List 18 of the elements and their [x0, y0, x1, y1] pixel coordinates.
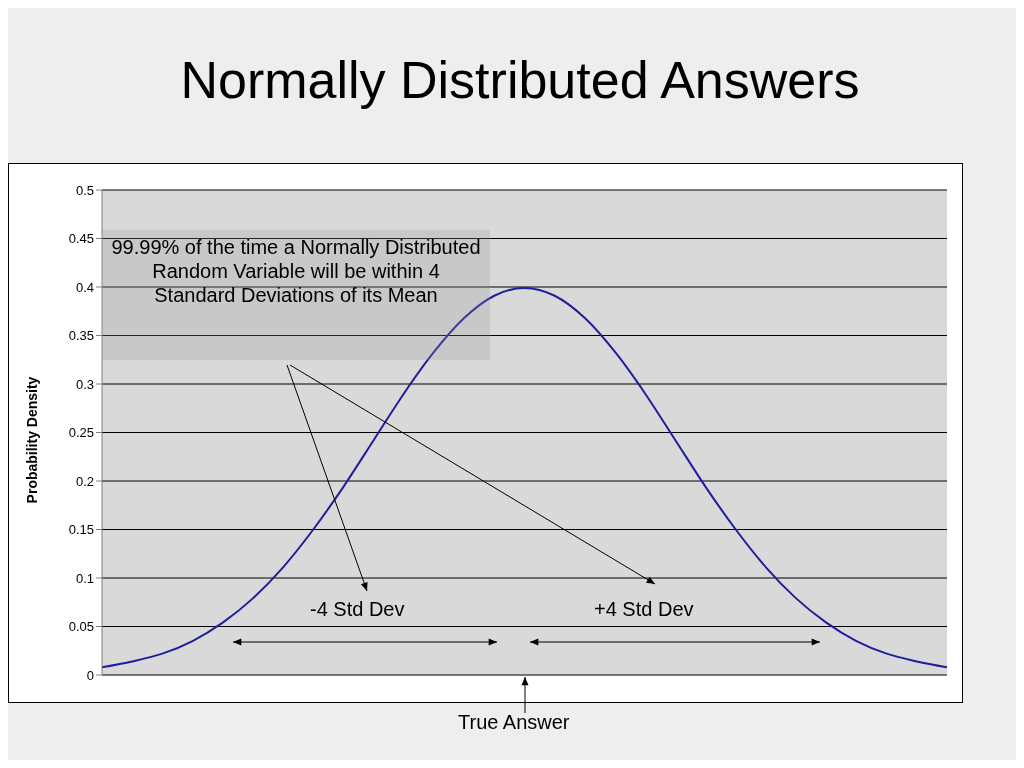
y-tick-label: 0 — [86, 667, 94, 683]
annotation: +4 Std Dev — [594, 598, 694, 621]
y-tick-label: 0.45 — [68, 231, 94, 247]
y-tick-label: 0.3 — [75, 376, 94, 392]
y-axis-title: Probability Density — [24, 376, 40, 504]
annotation: 99.99% of the time a Normally Distributed Random Variable will be within 4 Standard Deviations of its Mean — [110, 235, 482, 307]
y-tick-label: 0.15 — [68, 522, 94, 538]
y-tick-label: 0.35 — [68, 328, 94, 344]
annotation: -4 Std Dev — [310, 598, 405, 621]
line-series — [101, 286, 948, 669]
y-tick-label: 0.5 — [75, 182, 94, 198]
y-tick-label: 0.4 — [75, 279, 94, 295]
y-tick-label: 0.1 — [75, 570, 94, 586]
y-tick-label: 0.25 — [68, 425, 94, 441]
y-tick-label: 0.2 — [75, 473, 94, 489]
chart-title: Normally Distributed Answers — [179, 50, 861, 110]
text: True Answer — [458, 711, 570, 734]
y-tick-label: 0.05 — [68, 619, 94, 635]
